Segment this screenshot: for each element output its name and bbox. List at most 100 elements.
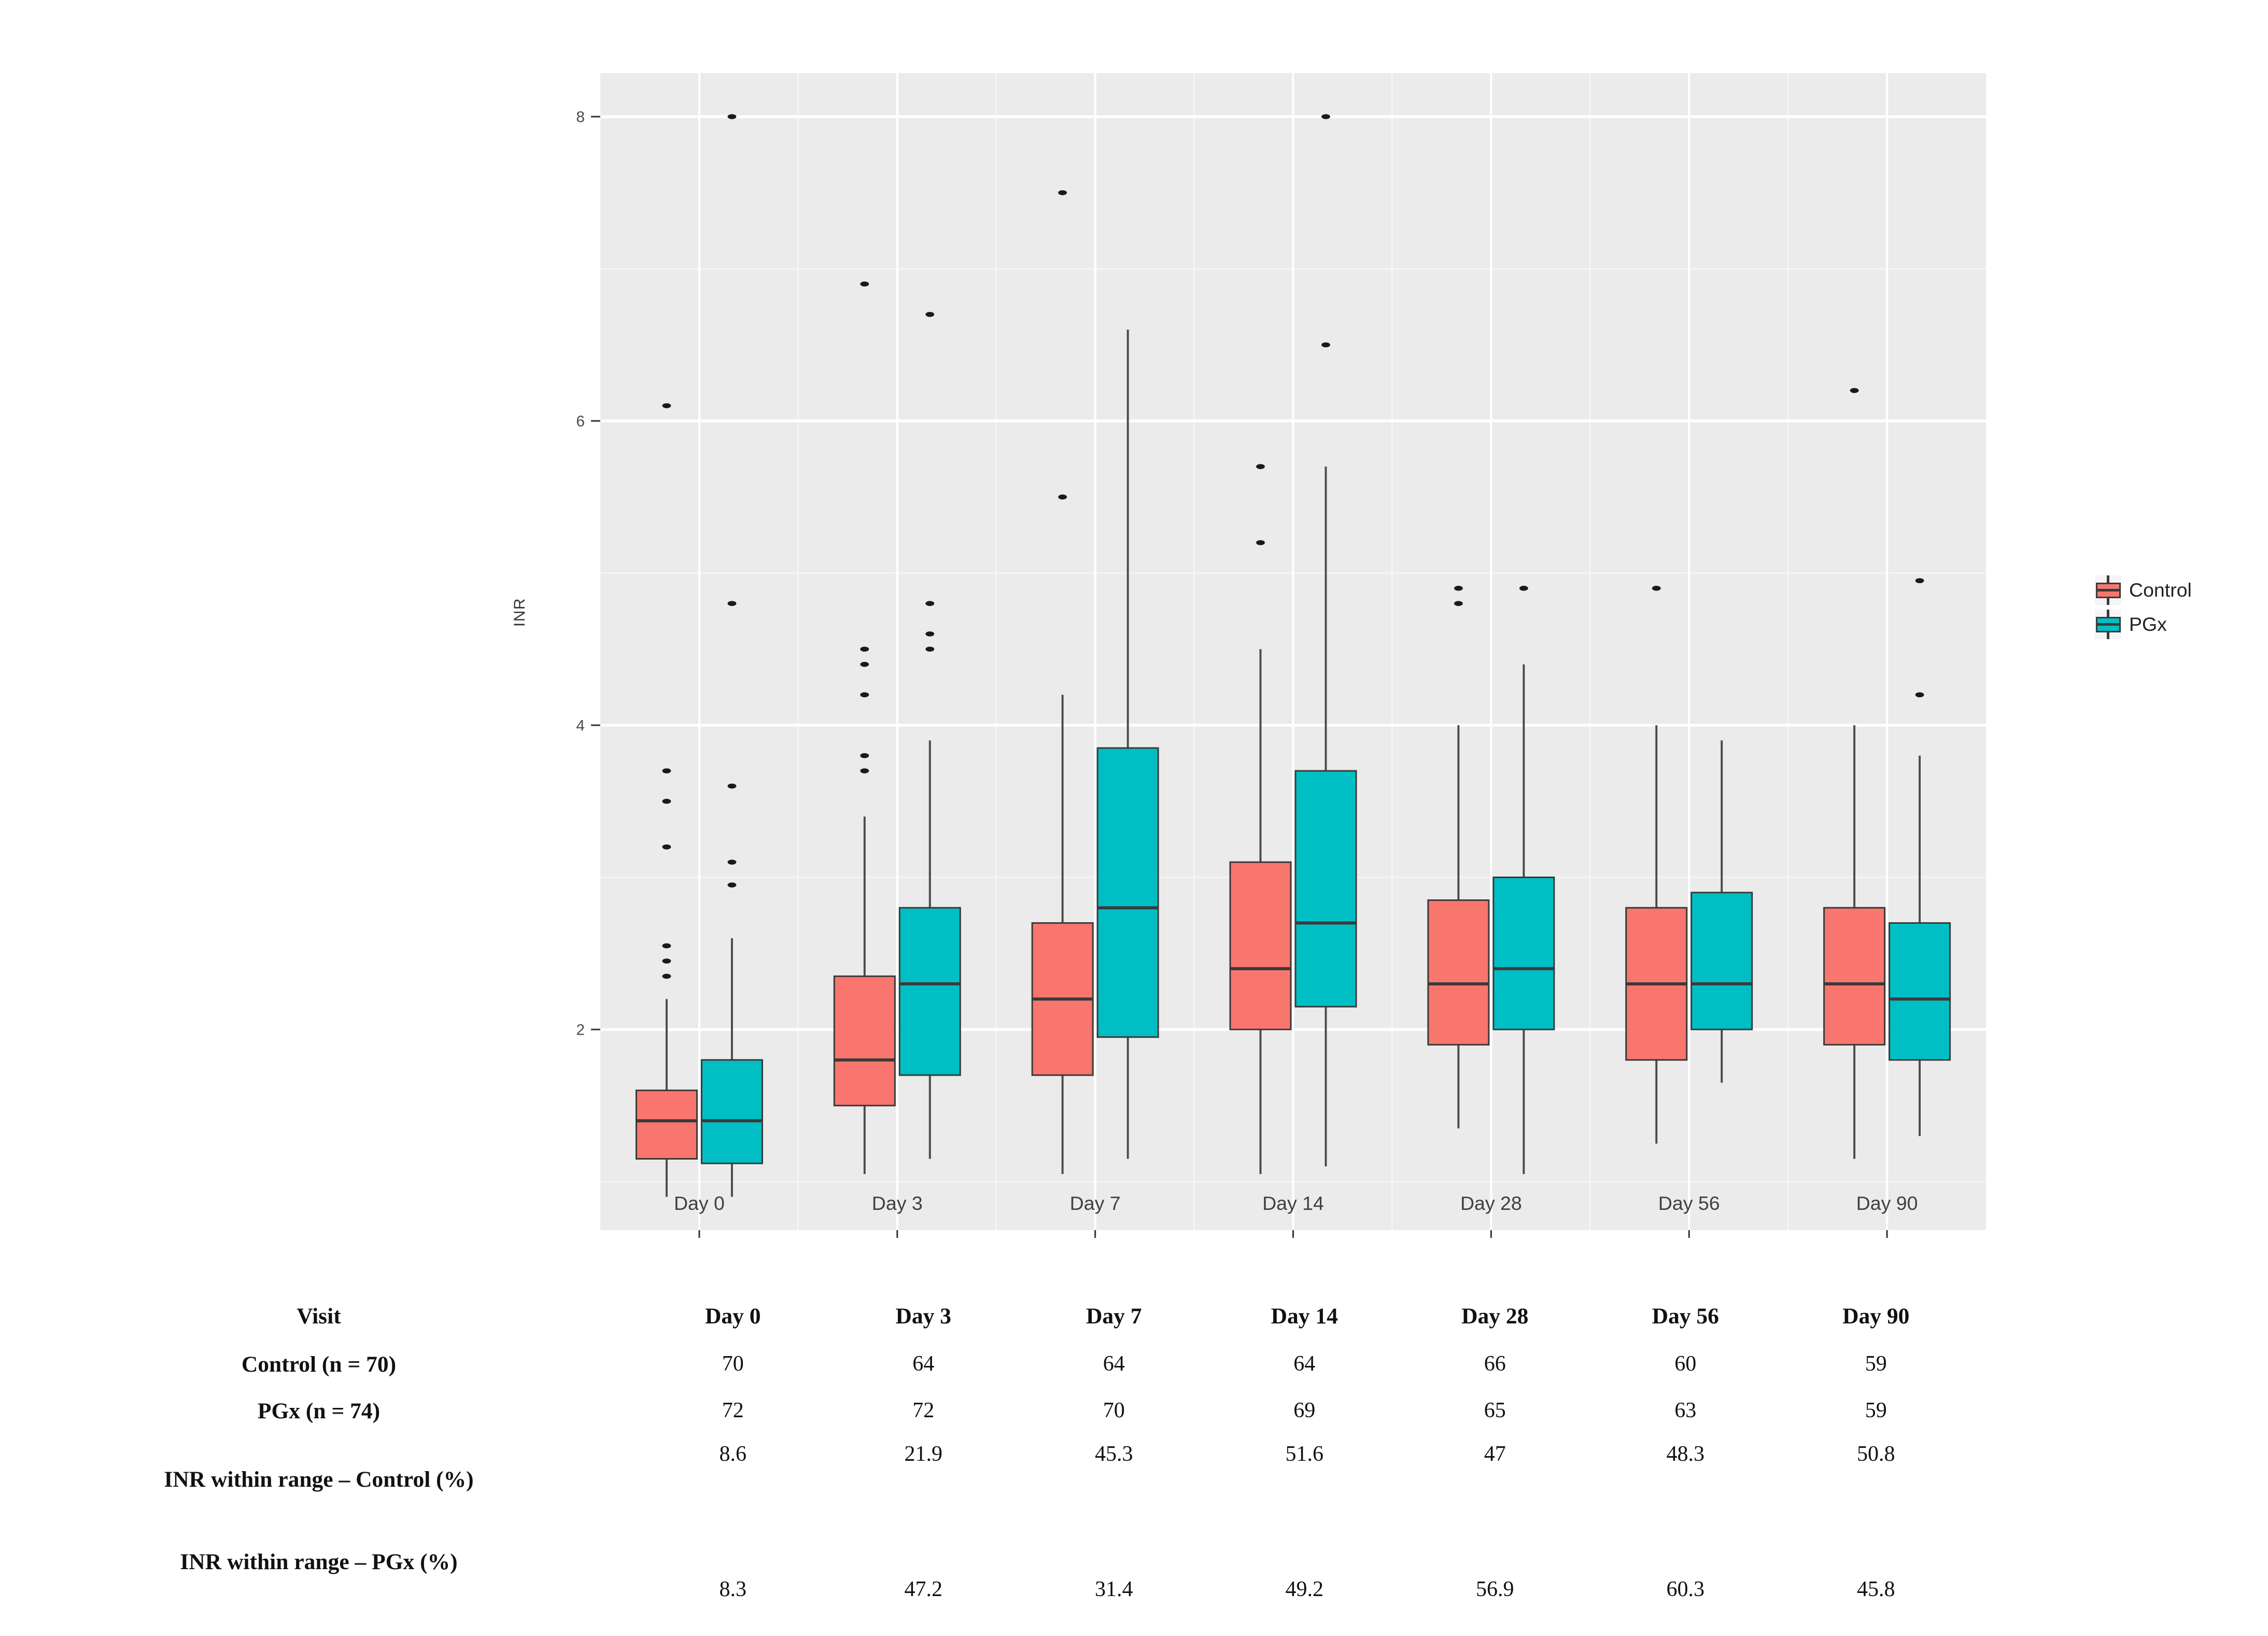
legend-label: PGx (2129, 613, 2167, 635)
y-tick-label: 2 (576, 1021, 585, 1038)
boxplot-control-day-0-outlier-dot (662, 768, 671, 773)
boxplot-pgx-day-0-outlier-dot (727, 859, 737, 865)
table-cell: 60.3 (1666, 1577, 1705, 1601)
boxplot-control-day-3-box (833, 975, 896, 1107)
table-row-label: INR within range – PGx (%) (180, 1549, 458, 1574)
boxplot-control-day-0-outlier-dot (662, 798, 671, 804)
boxplot-pgx-day-0-outlier-dot (727, 601, 737, 606)
table-cell: 72 (722, 1399, 744, 1422)
table-cell: 31.4 (1095, 1577, 1133, 1601)
boxplot-pgx-day-3-outlier-dot (925, 312, 935, 317)
table-cell: Day 7 (1086, 1304, 1142, 1329)
boxplot-pgx-day-7-box (1096, 747, 1159, 1038)
table-cell: 51.6 (1285, 1442, 1324, 1466)
boxplot-pgx-day-0-outlier-dot (727, 114, 737, 119)
table-cell: 21.9 (904, 1442, 943, 1466)
boxplot-pgx-day-90-box (1889, 922, 1951, 1061)
boxplot-control-day-3-outlier-dot (860, 281, 869, 287)
table-row-label: Visit (297, 1304, 341, 1329)
boxplot-control-day-3-outlier-dot (860, 692, 869, 698)
table-cell: Day 3 (895, 1304, 952, 1329)
boxplot-control-day-3-outlier-dot (860, 646, 869, 652)
boxplot-pgx-day-3-outlier-dot (925, 646, 935, 652)
table-cell: 69 (1293, 1399, 1316, 1422)
table-cell: 64 (1103, 1352, 1125, 1376)
table-cell: 59 (1865, 1399, 1887, 1422)
boxplot-pgx-day-90-outlier-dot (1915, 692, 1924, 698)
x-tick-label: Day 14 (1262, 1192, 1324, 1214)
boxplot-pgx-day-0-box (700, 1059, 763, 1164)
table-cell: 47 (1484, 1442, 1506, 1466)
y-tick-label: 4 (576, 717, 585, 734)
boxplot-pgx-day-14-outlier-dot (1321, 342, 1330, 348)
boxplot-control-day-3-outlier-dot (860, 753, 869, 758)
table-cell: 59 (1865, 1352, 1887, 1376)
table-row-label: Control (n = 70) (241, 1352, 397, 1377)
table-cell: 45.8 (1857, 1577, 1895, 1601)
table-cell: 49.2 (1285, 1577, 1324, 1601)
summary-table: Visit Day 0 Day 3 Day 7 Day 14 Day 28 Day 56 D… (0, 1294, 2022, 1636)
boxplot-pgx-day-14-box (1294, 770, 1357, 1008)
table-cell: Day 0 (705, 1304, 761, 1329)
boxplot-pgx-day-3-outlier-dot (925, 601, 935, 606)
boxplot-control-day-0-outlier-dot (662, 844, 671, 850)
boxplot-key-icon (2095, 610, 2121, 639)
table-cell: Day 90 (1842, 1304, 1910, 1329)
table-cell: Day 14 (1271, 1304, 1338, 1329)
boxplot-control-day-3-outlier-dot (860, 768, 869, 773)
table-cell: 8.3 (719, 1577, 747, 1601)
table-cell: 56.9 (1476, 1577, 1514, 1601)
table-cell: 8.6 (719, 1442, 747, 1466)
table-cell: 63 (1674, 1399, 1697, 1422)
table-row-label: INR within range – Control (%) (164, 1467, 474, 1492)
x-tick-label: Day 28 (1460, 1192, 1522, 1214)
x-tick-label: Day 7 (1070, 1192, 1121, 1214)
table-cell: 60 (1674, 1352, 1697, 1376)
boxplot-control-day-90-outlier-dot (1850, 388, 1859, 393)
boxplot-control-day-0-outlier-dot (662, 943, 671, 949)
boxplot-pgx-day-0-outlier-dot (727, 783, 737, 789)
y-axis-title: INR (511, 597, 529, 627)
boxplot-control-day-28-box (1427, 899, 1490, 1046)
table-cell: 64 (1293, 1352, 1316, 1376)
table-cell: 65 (1484, 1399, 1506, 1422)
table-cell: Day 56 (1652, 1304, 1719, 1329)
boxplot-pgx-day-3-box (898, 907, 961, 1076)
boxplot-control-day-14-outlier-dot (1256, 540, 1265, 545)
table-row-inr-range-pgx: INR within range – PGx (%) 8.3 47.2 31.4 49… (0, 1527, 2022, 1636)
table-cell: 64 (912, 1352, 935, 1376)
boxplot-control-day-14-outlier-dot (1256, 464, 1265, 469)
table-cell: Day 28 (1461, 1304, 1529, 1329)
boxplot-control-day-7-outlier-dot (1058, 190, 1067, 195)
boxplot-pgx-day-28-outlier-dot (1519, 586, 1528, 591)
boxplot-control-day-0-outlier-dot (662, 403, 671, 408)
boxplot-control-day-0-outlier-dot (662, 958, 671, 964)
table-cell: 70 (722, 1352, 744, 1376)
legend-label: Control (2129, 579, 2192, 601)
table-cell: 70 (1103, 1399, 1125, 1422)
boxplot-control-day-28-outlier-dot (1454, 601, 1463, 606)
boxplot-control-day-56-outlier-dot (1652, 586, 1661, 591)
table-cell: 48.3 (1666, 1442, 1705, 1466)
x-tick-label: Day 0 (674, 1192, 725, 1214)
chart-legend: Control PGx (2095, 575, 2192, 639)
boxplot-pgx-day-28-box (1492, 876, 1555, 1031)
boxplot-pgx-day-56-box (1691, 892, 1753, 1031)
boxplot-control-day-3-outlier-dot (860, 661, 869, 667)
y-tick-label: 6 (576, 413, 585, 430)
boxplot-pgx-day-3-outlier-dot (925, 631, 935, 637)
table-row-visit: Visit Day 0 Day 3 Day 7 Day 14 Day 28 Day 56 D… (0, 1294, 2022, 1344)
boxplot-control-day-7-outlier-dot (1058, 494, 1067, 500)
table-cell: 47.2 (904, 1577, 943, 1601)
x-tick-label: Day 56 (1658, 1192, 1720, 1214)
table-row-pgx-n: PGx (n = 74) 72 72 70 69 65 63 59 (0, 1390, 2022, 1437)
boxplot-control-day-0-outlier-dot (662, 974, 671, 979)
table-row-control-n: Control (n = 70) 70 64 64 64 66 60 59 (0, 1344, 2022, 1390)
table-row-label: PGx (n = 74) (257, 1399, 381, 1423)
boxplot-pgx-day-14-outlier-dot (1321, 114, 1330, 119)
boxplot-control-day-14-box (1229, 861, 1292, 1031)
table-row-inr-range-control: INR within range – Control (%) 8.6 21.9 45… (0, 1437, 2022, 1527)
legend-item-pgx: PGx (2095, 610, 2192, 639)
boxplot-pgx-day-0-outlier-dot (727, 882, 737, 887)
